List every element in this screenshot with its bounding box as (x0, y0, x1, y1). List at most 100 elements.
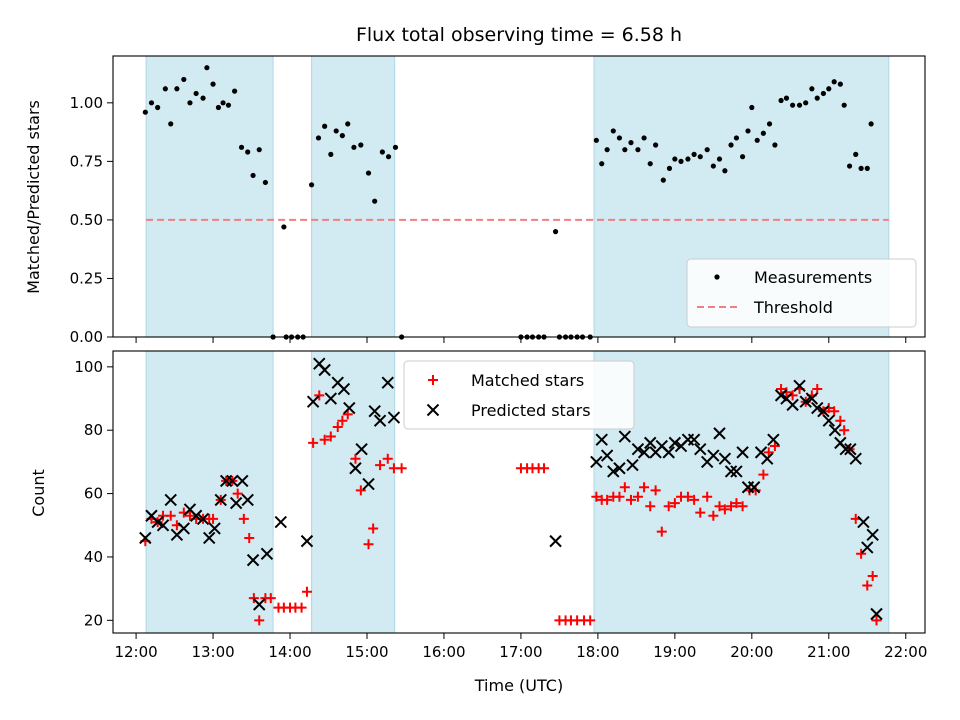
matched-star-point (669, 498, 680, 509)
x-tick-label: 19:00 (653, 643, 696, 661)
measurement-point (803, 100, 809, 106)
measurement-point (846, 163, 853, 169)
matched-star-point (332, 422, 343, 433)
measurement-point (754, 137, 760, 143)
measurement-point (739, 154, 746, 160)
measurement-point (796, 102, 803, 108)
measurement-point (308, 182, 315, 188)
bottom-axes-frame (112, 350, 926, 634)
matched-star-point (337, 415, 348, 426)
measurement-point (351, 144, 357, 150)
top-y-axis-label: Matched/Predicted stars (24, 100, 43, 294)
predicted-star-point (718, 452, 732, 465)
predicted-star-point (861, 541, 874, 554)
predicted-star-point (387, 411, 401, 424)
measurement-point (333, 128, 339, 134)
measurement-point (697, 154, 703, 160)
x-tick-label: 16:00 (422, 643, 465, 661)
measurement-point (749, 104, 755, 111)
measurement-point (200, 95, 206, 101)
measurement-point (635, 147, 641, 153)
top-y-tick-label: 0.75 (70, 152, 103, 170)
measurement-point (345, 121, 351, 127)
bottom-y-tick-label: 80 (84, 421, 103, 439)
matched-star-point (314, 390, 325, 401)
measurement-point (593, 137, 599, 143)
predicted-star-point (300, 534, 314, 548)
predicted-star-point (246, 553, 260, 567)
predicted-star-point (687, 433, 701, 446)
matched-star-point (375, 460, 386, 471)
measurement-point (328, 151, 334, 157)
predicted-star-point (767, 433, 780, 446)
predicted-star-point (253, 598, 266, 611)
measurement-point (256, 147, 262, 153)
matched-star-point (776, 384, 787, 395)
predicted-star-point (644, 436, 657, 450)
measurement-point (250, 172, 256, 179)
predicted-star-point (337, 382, 351, 396)
matched-star-point (758, 469, 769, 480)
predicted-star-point (236, 474, 249, 488)
predicted-star-point (811, 401, 824, 415)
matched-star-point (829, 406, 840, 417)
predicted-star-point (817, 404, 830, 418)
bottom-legend-box (403, 360, 635, 430)
matched-star-point (254, 615, 265, 626)
predicted-star-point (870, 607, 883, 621)
predicted-star-point (828, 424, 842, 437)
top-panel: 0.00 0.25 0.50 0.75 1.00 Measurements Threshol… (70, 55, 926, 346)
top-y-tick-label: 0.25 (70, 269, 103, 287)
predicted-star-point (607, 465, 620, 478)
predicted-star-point (549, 534, 562, 548)
predicted-star-point (324, 392, 338, 405)
matched-star-point (708, 510, 719, 521)
measurement-point (220, 100, 226, 106)
measurement-point (168, 121, 174, 127)
predicted-star-point (822, 414, 835, 427)
predicted-star-point (637, 446, 651, 459)
predicted-star-point (618, 430, 632, 443)
predicted-star-point (866, 528, 879, 541)
predicted-star-point (208, 522, 221, 535)
matched-star-point (632, 491, 643, 502)
x-tick-label: 12:00 (114, 643, 157, 661)
matched-star-point (731, 498, 742, 509)
predicted-star-point (631, 443, 645, 456)
matched-star-point (839, 425, 850, 436)
legend-predicted-label: Predicted stars (471, 401, 591, 420)
bottom-shaded-interval (311, 350, 396, 634)
matched-star-point (591, 491, 602, 502)
measurement-point (716, 156, 723, 162)
measurement-point (225, 102, 232, 108)
matched-star-point (737, 501, 748, 512)
measurement-point (868, 121, 874, 127)
measurement-point (622, 147, 628, 153)
measurement-point (704, 147, 710, 153)
measurement-point (339, 133, 345, 139)
measurement-point (678, 158, 684, 164)
matched-star-point (835, 415, 846, 426)
measurement-point (772, 142, 778, 148)
matched-star-point (539, 463, 550, 474)
measurement-point (685, 156, 691, 162)
predicted-star-point (139, 531, 152, 545)
matched-star-point (350, 453, 361, 464)
measurement-point (783, 95, 790, 101)
predicted-star-point (694, 443, 707, 456)
measurement-point (691, 151, 697, 157)
matched-star-point (396, 463, 407, 474)
measurement-point (760, 130, 766, 136)
x-tick-label: 14:00 (268, 643, 311, 661)
measurement-point (831, 79, 837, 85)
measurement-point (238, 144, 245, 150)
matched-star-point (301, 586, 312, 597)
predicted-star-point (241, 493, 254, 507)
matched-star-point (650, 485, 661, 496)
measurement-point (826, 86, 832, 92)
measurement-point (628, 140, 634, 146)
x-tick-label: 22:00 (884, 643, 927, 661)
predicted-star-point (857, 515, 870, 529)
predicted-star-point (799, 395, 812, 408)
